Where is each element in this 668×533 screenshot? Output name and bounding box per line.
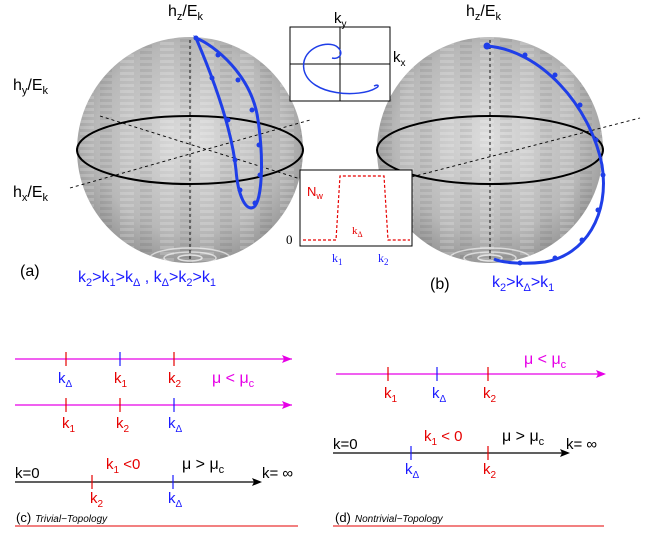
sphere-a-hz-label: hz/Ek xyxy=(168,3,204,23)
panel-c: kΔ k1 k2 μ < μc k1 k2 kΔ k1 <0 μ > μc k=… xyxy=(15,352,298,527)
panel-c-line3-arrow xyxy=(252,478,262,486)
sphere-a xyxy=(69,35,311,263)
panel-d-line1-mu: μ < μc xyxy=(524,351,567,371)
inset-spiral: ky kx xyxy=(289,10,406,102)
panel-c-kinf: k= ∞ xyxy=(262,465,293,482)
panel-d-caption: (d) Nontrivial−Topology xyxy=(335,510,444,525)
inset-winding: Nw kΔ 0 k1 k2 xyxy=(286,169,413,267)
panel-d-line2-tick-1: k2 xyxy=(483,461,497,481)
panel-c-line1-tick-1: k1 xyxy=(114,370,128,390)
inset-kdelta-label: kΔ xyxy=(352,225,363,239)
sphere-a-trajectory xyxy=(193,35,263,210)
panel-c-line1-mu: μ < μc xyxy=(212,370,255,390)
panel-d-k0: k=0 xyxy=(333,436,358,453)
inset-spiral-curve xyxy=(302,43,379,95)
panel-d-line2-arrow xyxy=(560,449,570,457)
panel-a-condition: k2>k1>kΔ , kΔ>k2>k1 xyxy=(78,269,216,289)
panel-c-line2-arrow xyxy=(282,401,292,409)
inset-kx-label: kx xyxy=(393,49,406,69)
sphere-a-trajectory-dots xyxy=(193,35,263,206)
panel-b-condition: k2>kΔ>k1 xyxy=(492,274,554,294)
inset-k1-label: k1 xyxy=(332,251,343,267)
inset-nw-label: Nw xyxy=(307,184,323,201)
panel-d-line1-arrow xyxy=(596,370,606,378)
sphere-b-x-axis xyxy=(399,117,641,181)
panel-c-line3-tick-0: k2 xyxy=(90,490,104,510)
panel-c-k0: k=0 xyxy=(15,465,40,482)
sphere-b-trajectory xyxy=(486,44,605,265)
sphere-a-hx-label: hx/Ek xyxy=(13,184,49,204)
panel-c-line1-arrow xyxy=(282,355,292,363)
panel-c-k1lt0: k1 <0 xyxy=(106,456,140,476)
inset-winding-curve xyxy=(303,175,410,241)
panel-a-label: (a) xyxy=(20,263,40,280)
sphere-a-y-axis xyxy=(99,115,311,183)
panel-d-line1-tick-1: kΔ xyxy=(432,385,447,405)
panel-c-line1-tick-2: k2 xyxy=(168,370,182,390)
panel-c-line2-tick-1: k2 xyxy=(116,415,130,435)
panel-c-line1-tick-0: kΔ xyxy=(58,370,73,390)
inset-ky-label: ky xyxy=(334,10,347,30)
panel-d-line1-tick-2: k2 xyxy=(483,385,497,405)
panel-d-line1-tick-0: k1 xyxy=(384,385,398,405)
sphere-a-hy-label: hy/Ek xyxy=(13,77,49,97)
panel-c-line3-tick-1: kΔ xyxy=(168,490,183,510)
panel-c-line2-tick-0: k1 xyxy=(62,415,76,435)
panel-d-line2-tick-0: kΔ xyxy=(405,461,420,481)
sphere-b-trajectory-dots xyxy=(483,42,606,266)
sphere-b-hz-label: hz/Ek xyxy=(466,3,502,23)
inset-zero-label: 0 xyxy=(286,232,293,247)
panel-c-caption: (c) Trivial−Topology xyxy=(16,510,108,525)
panel-d: μ < μc k1 kΔ k2 k1 < 0 μ > μc k=0 k= ∞ k… xyxy=(333,351,606,527)
inset-k2-label: k2 xyxy=(378,251,389,267)
sphere-b xyxy=(376,37,641,266)
panel-c-line3-mu: μ > μc xyxy=(182,456,225,476)
panel-c-line2-tick-2: kΔ xyxy=(168,415,183,435)
panel-d-line2-mu: μ > μc xyxy=(502,428,545,448)
panel-b-label: (b) xyxy=(430,276,450,293)
panel-d-k1lt0: k1 < 0 xyxy=(424,428,463,448)
panel-d-kinf: k= ∞ xyxy=(566,436,597,453)
